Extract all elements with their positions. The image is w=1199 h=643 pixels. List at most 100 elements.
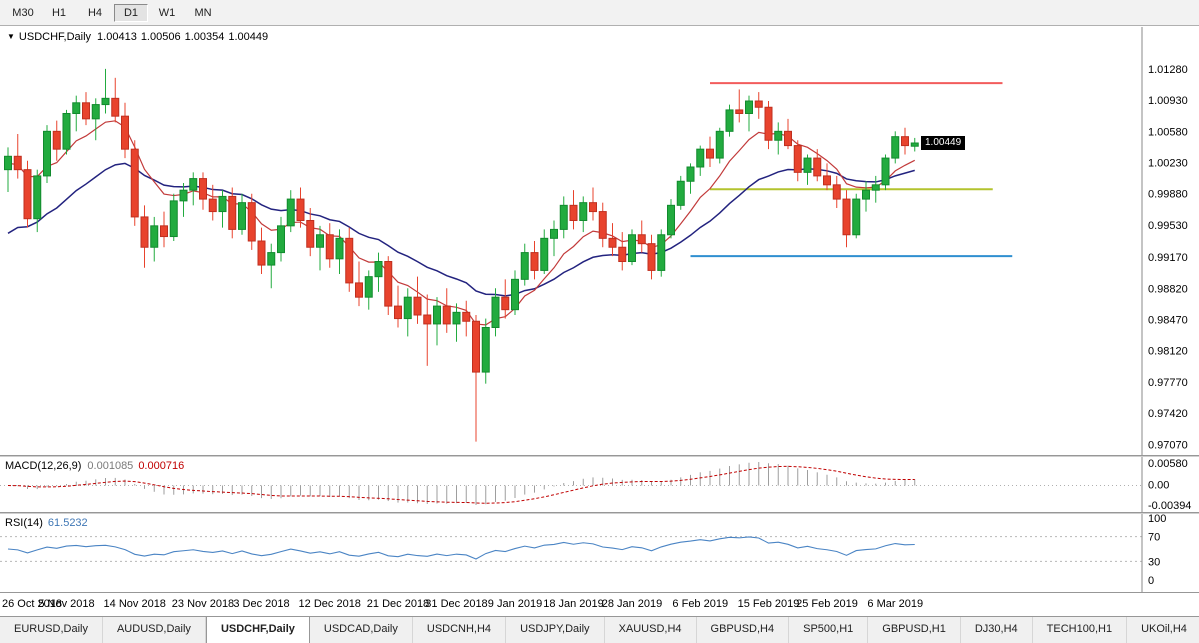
candle-body <box>121 115 129 150</box>
horizontal-level-lines[interactable] <box>690 82 1013 258</box>
symbol-tab-usdcad-daily[interactable]: USDCAD,Daily <box>310 617 413 643</box>
date-tick-label: 6 Mar 2019 <box>867 598 924 610</box>
price-tick-label: 0.99530 <box>1148 220 1188 232</box>
candle-body <box>101 97 110 106</box>
candle-body <box>793 145 802 173</box>
timeframe-button-h1[interactable]: H1 <box>51 6 67 19</box>
candle-body <box>218 195 227 213</box>
candle-body <box>647 243 656 271</box>
symbol-tab-eurusd-daily[interactable]: EURUSD,Daily <box>0 617 103 643</box>
date-tick-label: 18 Jan 2019 <box>543 598 604 610</box>
candle-body <box>189 178 198 191</box>
macd-histogram <box>17 462 916 505</box>
candle-body <box>696 148 705 168</box>
ma-slow-line <box>7 162 915 297</box>
rsi-scale-label: 30 <box>1148 556 1160 568</box>
date-tick-label: 26 Oct 2018 <box>2 598 62 610</box>
candle-body <box>423 314 432 325</box>
candle-body <box>862 189 870 200</box>
candle-body <box>784 130 792 147</box>
macd-signal-value: 0.000716 <box>138 460 185 472</box>
candle-body <box>316 234 324 248</box>
panel-splitter[interactable] <box>0 512 1199 514</box>
date-tick-label: 3 Dec 2018 <box>233 598 290 610</box>
ma-fast-line <box>7 120 916 326</box>
date-tick-label: 5 Nov 2018 <box>38 598 95 610</box>
date-tick-label: 9 Jan 2019 <box>487 598 543 610</box>
candle-body <box>179 189 188 202</box>
rsi-indicator-panel[interactable]: 100 70 30 0 <box>0 514 1199 592</box>
symbol-tab-usdchf-daily[interactable]: USDCHF,Daily <box>205 617 310 643</box>
candle-body <box>403 296 412 320</box>
candle-body <box>452 311 461 325</box>
macd-scale-label: -0.00394 <box>1148 500 1191 512</box>
symbol-tab-sp500-h1[interactable]: SP500,H1 <box>789 617 869 643</box>
candle-body <box>725 109 734 132</box>
candle-body <box>433 305 441 325</box>
candles-group <box>4 68 919 442</box>
candle-body <box>511 278 519 311</box>
panel-splitter[interactable] <box>0 455 1199 457</box>
candle-body <box>442 305 451 325</box>
candlestick-chart[interactable]: 1.01280 1.00930 1.00580 1.00230 0.99880 0.995… <box>0 27 1199 455</box>
price-scale[interactable]: 1.01280 1.00930 1.00580 1.00230 0.99880 0.995… <box>1148 64 1188 451</box>
candle-body <box>23 169 32 220</box>
candle-body <box>589 202 597 213</box>
chart-ohlc-low: 1.00354 <box>184 31 225 43</box>
price-tick-label: 0.99880 <box>1148 189 1188 201</box>
symbol-tab-ukoil-h4[interactable]: UKOil,H4 <box>1127 617 1199 643</box>
candle-body <box>345 237 354 284</box>
candle-body <box>82 102 90 120</box>
date-tick-label: 25 Feb 2019 <box>796 598 858 610</box>
timeframe-button-h4[interactable]: H4 <box>87 6 103 19</box>
timeframe-button-mn[interactable]: MN <box>194 6 212 19</box>
symbol-tab-gbpusd-h4[interactable]: GBPUSD,H4 <box>697 617 790 643</box>
candle-body <box>657 234 666 271</box>
symbol-tab-xauusd-h4[interactable]: XAUUSD,H4 <box>605 617 697 643</box>
candle-body <box>384 261 393 307</box>
symbol-tab-bar: EURUSD,Daily AUDUSD,Daily USDCHF,Daily USDC… <box>0 616 1199 643</box>
candle-body <box>832 184 841 200</box>
date-tick-label: 21 Dec 2018 <box>366 598 430 610</box>
candle-body <box>364 276 373 298</box>
macd-main-value: 0.001085 <box>87 460 134 472</box>
symbol-dropdown-icon[interactable]: ▼ <box>7 32 15 41</box>
candle-body <box>891 136 900 159</box>
timeframe-button-d1[interactable]: D1 <box>114 3 148 22</box>
date-tick-label: 23 Nov 2018 <box>171 598 235 610</box>
date-tick-label: 14 Nov 2018 <box>103 598 166 610</box>
symbol-tab-dj30-h4[interactable]: DJ30,H4 <box>961 617 1033 643</box>
candle-body <box>735 109 744 114</box>
timeframe-button-w1[interactable]: W1 <box>158 6 176 19</box>
time-axis[interactable]: 26 Oct 2018 5 Nov 2018 14 Nov 2018 23 Nov 2… <box>0 592 1199 616</box>
candle-body <box>111 97 120 117</box>
candle-body <box>296 198 305 221</box>
date-tick-label: 15 Feb 2019 <box>737 598 800 610</box>
timeframe-button-m30[interactable]: M30 <box>12 6 34 19</box>
symbol-tab-tech100-h1[interactable]: TECH100,H1 <box>1033 617 1128 643</box>
symbol-tab-audusd-daily[interactable]: AUDUSD,Daily <box>103 617 206 643</box>
candle-body <box>550 228 558 239</box>
candle-body <box>706 148 714 159</box>
date-tick-label: 31 Dec 2018 <box>425 598 488 610</box>
candle-body <box>472 320 480 373</box>
price-tick-label: 1.00230 <box>1148 158 1188 170</box>
candle-body <box>637 234 646 245</box>
date-tick-label: 6 Feb 2019 <box>672 598 729 610</box>
symbol-tab-gbpusd-h1[interactable]: GBPUSD,H1 <box>868 617 961 643</box>
candle-body <box>228 195 237 230</box>
candle-body <box>608 237 617 248</box>
candle-body <box>803 157 812 173</box>
candle-body <box>13 155 22 171</box>
symbol-tab-usdjpy-daily[interactable]: USDJPY,Daily <box>506 617 605 643</box>
candle-body <box>520 252 529 280</box>
symbol-tab-usdcnh-h4[interactable]: USDCNH,H4 <box>413 617 507 643</box>
price-tick-label: 1.00930 <box>1148 95 1188 107</box>
candle-body <box>686 166 695 182</box>
candle-body <box>355 282 363 298</box>
macd-signal-line <box>7 465 915 504</box>
candle-body <box>286 198 295 227</box>
candle-body <box>374 261 383 278</box>
candle-body <box>325 234 334 260</box>
macd-indicator-panel[interactable]: 0.00580 0.00 -0.00394 <box>0 457 1199 512</box>
